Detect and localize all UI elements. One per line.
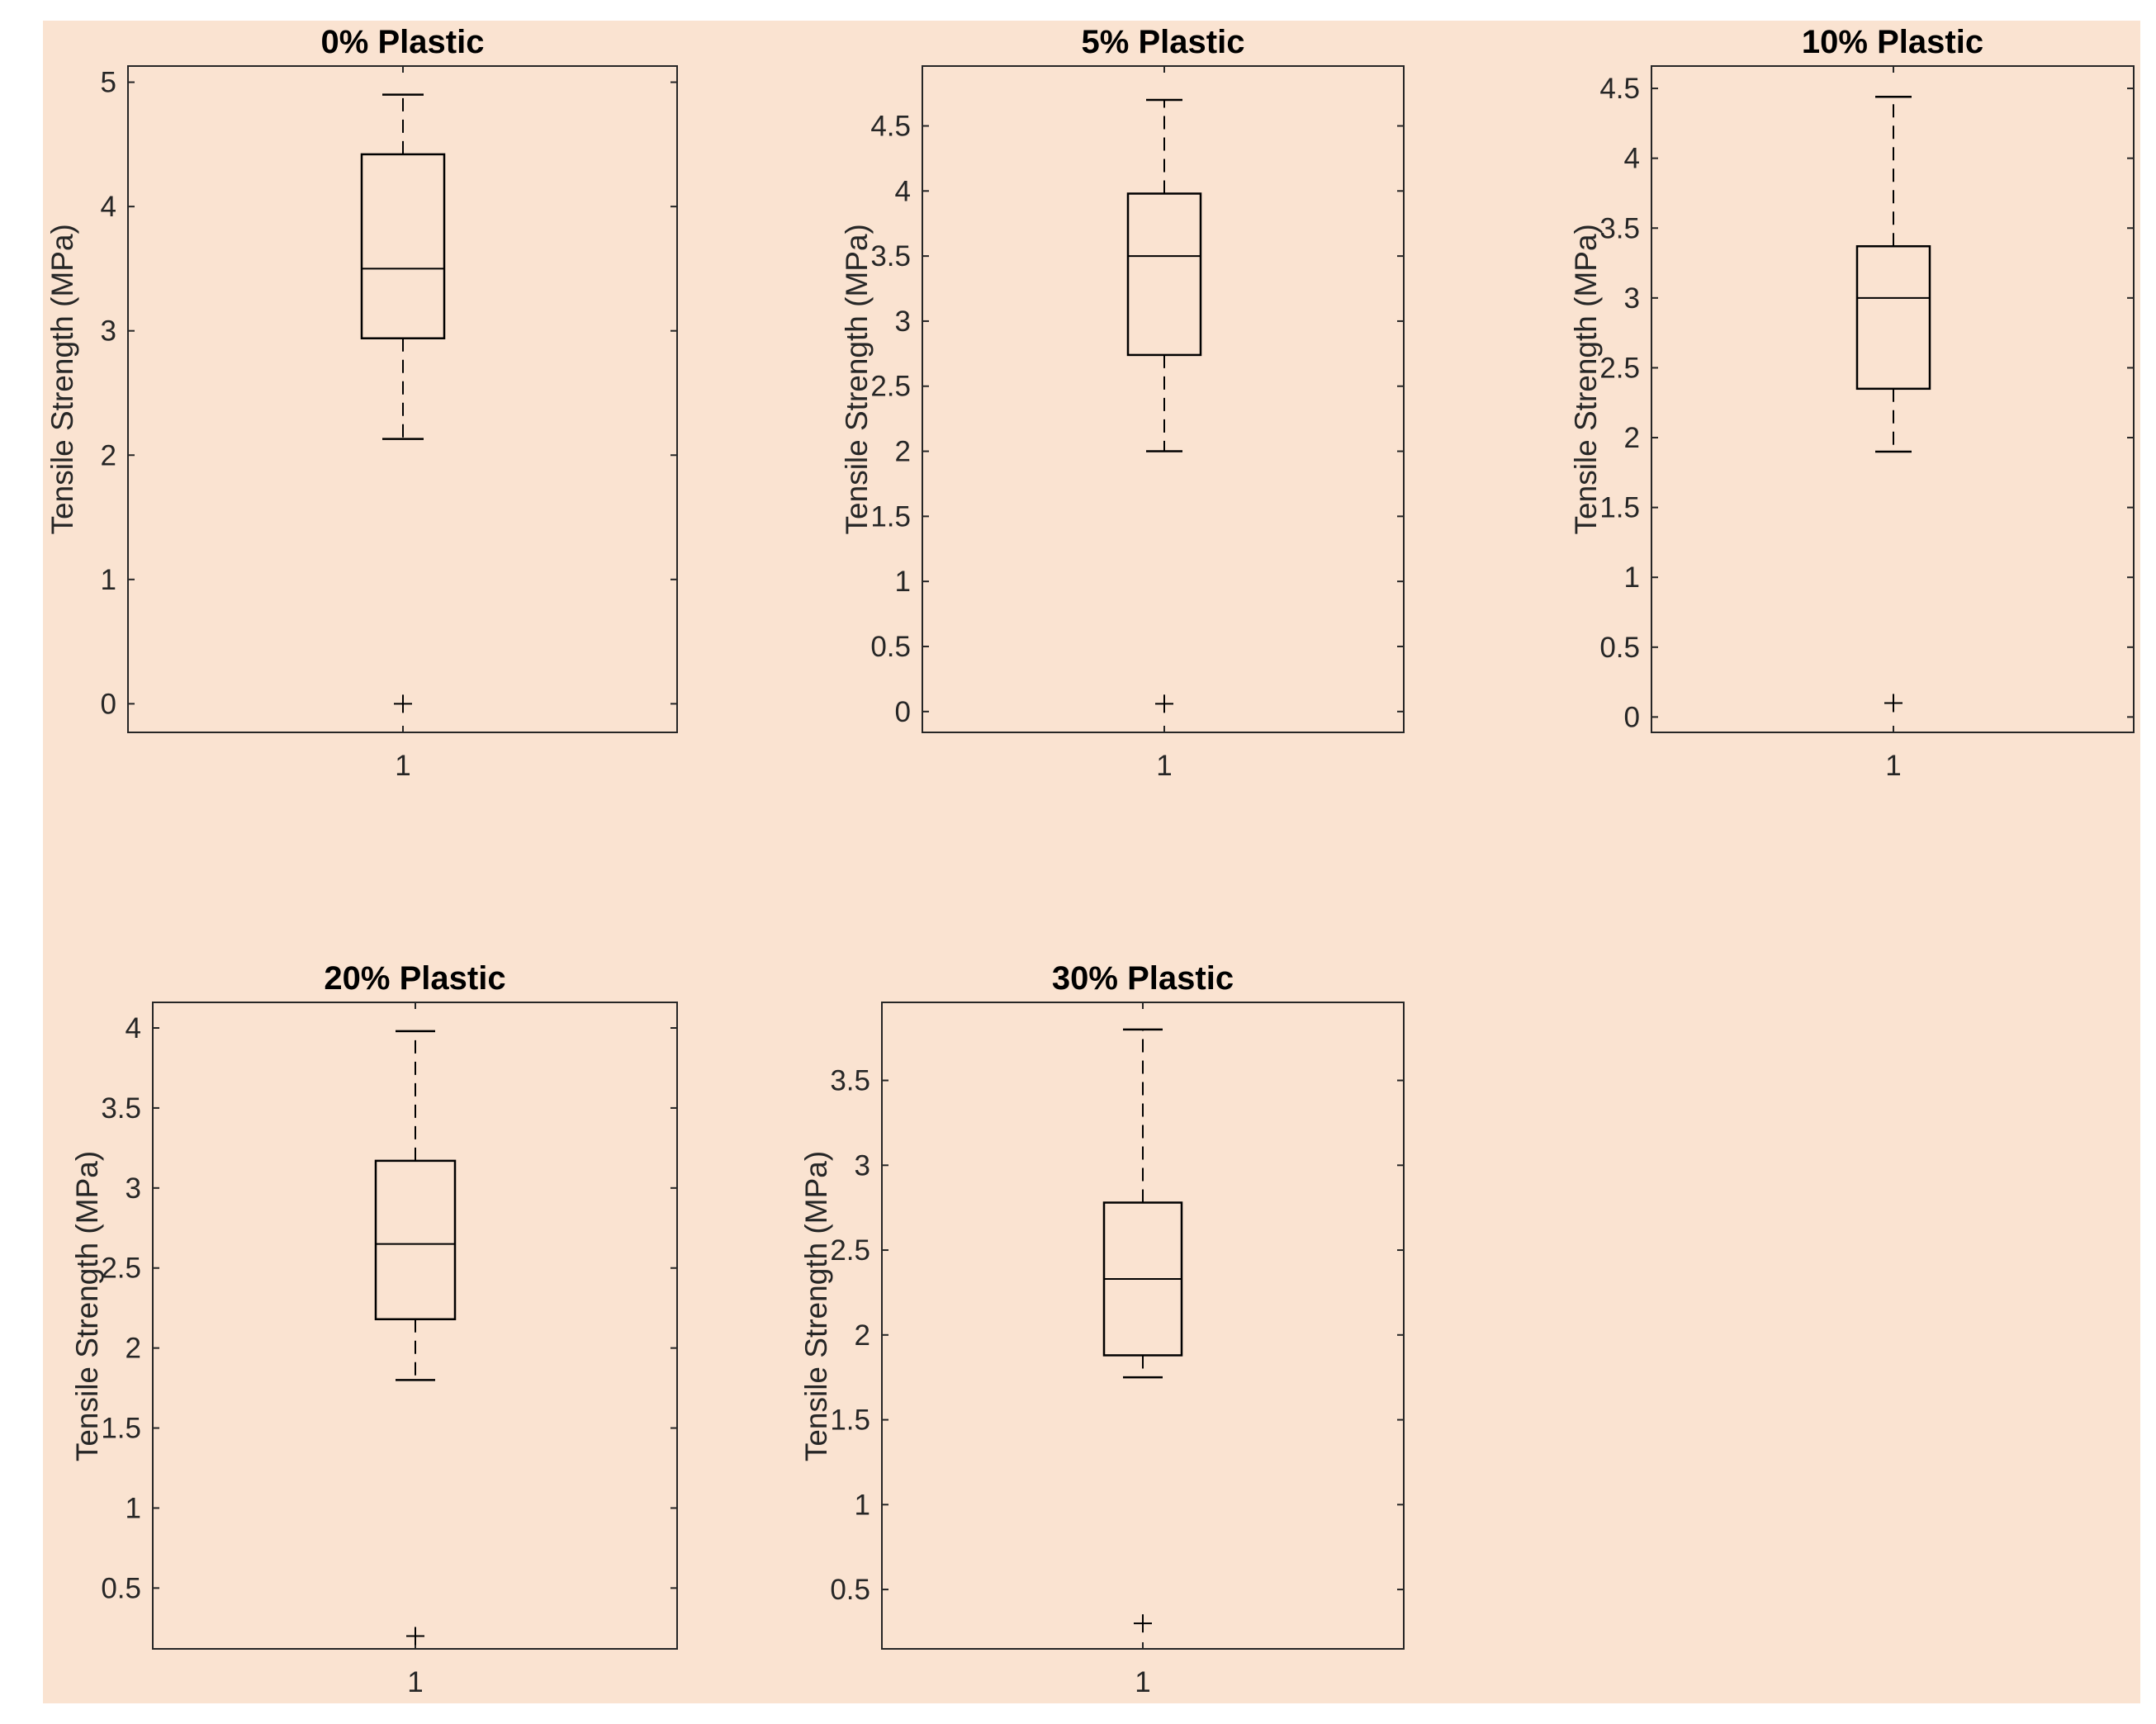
y-tick-label: 1 bbox=[895, 566, 911, 598]
boxplot-panel: 0 1 2 3 4 5 1 0% Plastic Tensile Strength (MPa) bbox=[45, 24, 678, 782]
y-tick-label: 3 bbox=[855, 1149, 870, 1182]
y-axis-label: Tensile Strength (MPa) bbox=[799, 1151, 833, 1461]
outlier-point bbox=[406, 1627, 424, 1646]
y-tick-label: 2 bbox=[895, 436, 911, 468]
outlier-point bbox=[1155, 694, 1173, 713]
axes-frame bbox=[881, 1002, 1405, 1650]
iqr-box bbox=[374, 1159, 457, 1320]
axes-frame bbox=[922, 65, 1405, 733]
y-tick-label: 0.5 bbox=[870, 631, 911, 663]
y-tick-label: 1.5 bbox=[830, 1404, 870, 1437]
outlier-point bbox=[1884, 694, 1902, 713]
y-axis-label: Tensile Strength (MPa) bbox=[45, 224, 79, 534]
y-tick-label: 2.5 bbox=[1599, 352, 1640, 384]
y-tick-label: 0 bbox=[1624, 701, 1640, 733]
x-tick-label: 1 bbox=[1885, 750, 1901, 782]
y-tick-label: 0.5 bbox=[1599, 632, 1640, 664]
y-tick-label: 2 bbox=[101, 439, 116, 471]
y-tick-label: 2.5 bbox=[101, 1253, 141, 1285]
y-tick-label: 2 bbox=[126, 1333, 141, 1365]
panel-title: 30% Plastic bbox=[1052, 960, 1234, 997]
y-tick-label: 0 bbox=[101, 688, 116, 720]
outlier-point bbox=[394, 694, 412, 713]
iqr-box bbox=[1855, 244, 1931, 391]
y-tick-label: 1 bbox=[101, 564, 116, 596]
y-tick-label: 4.5 bbox=[1599, 73, 1640, 105]
y-tick-label: 3 bbox=[126, 1172, 141, 1205]
panel-title: 20% Plastic bbox=[324, 960, 505, 997]
panel-title: 5% Plastic bbox=[1082, 24, 1245, 60]
y-tick-label: 4 bbox=[1624, 143, 1640, 175]
y-tick-label: 2 bbox=[1624, 422, 1640, 454]
y-tick-label: 2 bbox=[855, 1319, 870, 1352]
y-tick-label: 0.5 bbox=[830, 1574, 870, 1606]
y-tick-label: 1 bbox=[126, 1492, 141, 1524]
y-tick-label: 1.5 bbox=[101, 1413, 141, 1445]
iqr-box bbox=[1126, 192, 1202, 357]
y-tick-label: 1.5 bbox=[1599, 492, 1640, 524]
x-tick-label: 1 bbox=[1135, 1666, 1150, 1698]
y-tick-label: 4 bbox=[895, 175, 911, 207]
x-tick-label: 1 bbox=[407, 1666, 423, 1698]
y-tick-label: 0 bbox=[895, 696, 911, 728]
boxplot-panel: 0 0.5 1 1.5 2 2.5 3 3.5 4 4.5 1 10% Plastic Tensile … bbox=[1569, 24, 2135, 782]
y-tick-label: 4 bbox=[101, 191, 116, 223]
axes-frame bbox=[127, 65, 678, 733]
boxplot-panel: 0.5 1 1.5 2 2.5 3 3.5 4 1 20% Plastic Tensile Stre… bbox=[70, 960, 678, 1698]
boxplot-panel: 0.5 1 1.5 2 2.5 3 3.5 1 30% Plastic Tensile Stren… bbox=[799, 960, 1405, 1698]
panel-title: 10% Plastic bbox=[1802, 24, 1983, 60]
y-tick-label: 2.5 bbox=[870, 371, 911, 403]
y-tick-label: 3.5 bbox=[870, 240, 911, 272]
x-tick-label: 1 bbox=[1156, 750, 1172, 782]
boxplot-panel: 0 0.5 1 1.5 2 2.5 3 3.5 4 4.5 1 5% Plastic Tensile S… bbox=[840, 24, 1405, 782]
y-axis-label: Tensile Strength (MPa) bbox=[70, 1151, 104, 1461]
panel-title: 0% Plastic bbox=[321, 24, 485, 60]
y-tick-label: 5 bbox=[101, 67, 116, 99]
y-tick-label: 3 bbox=[101, 315, 116, 348]
y-tick-label: 3.5 bbox=[101, 1092, 141, 1125]
y-tick-label: 3 bbox=[895, 305, 911, 338]
iqr-box bbox=[360, 153, 446, 339]
y-tick-label: 3.5 bbox=[1599, 212, 1640, 244]
y-tick-label: 3.5 bbox=[830, 1065, 870, 1097]
y-tick-label: 1 bbox=[855, 1489, 870, 1521]
x-tick-label: 1 bbox=[395, 750, 410, 782]
y-tick-label: 2.5 bbox=[830, 1234, 870, 1267]
y-tick-label: 4.5 bbox=[870, 111, 911, 143]
y-tick-label: 4 bbox=[126, 1012, 141, 1044]
y-tick-label: 3 bbox=[1624, 282, 1640, 315]
y-axis-label: Tensile Strength (MPa) bbox=[840, 224, 874, 534]
y-tick-label: 1 bbox=[1624, 561, 1640, 594]
outlier-point bbox=[1134, 1614, 1152, 1633]
y-axis-label: Tensile Strength (MPa) bbox=[1569, 224, 1603, 534]
y-tick-label: 1.5 bbox=[870, 500, 911, 533]
y-tick-label: 0.5 bbox=[101, 1572, 141, 1604]
